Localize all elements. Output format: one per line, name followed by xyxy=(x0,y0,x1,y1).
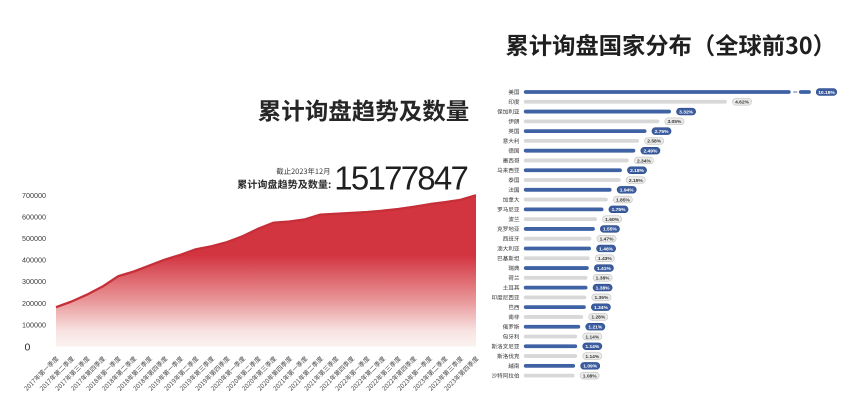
svg-text:1.85%: 1.85% xyxy=(616,197,631,203)
svg-text:1.28%: 1.28% xyxy=(591,315,606,321)
svg-text:1.38%: 1.38% xyxy=(596,276,611,282)
svg-text:1.34%: 1.34% xyxy=(594,305,609,311)
svg-text:10.18%: 10.18% xyxy=(818,90,835,96)
svg-text:1.09%: 1.09% xyxy=(583,364,598,370)
svg-text:200000: 200000 xyxy=(22,299,46,308)
svg-text:1.08%: 1.08% xyxy=(583,373,598,379)
svg-text:1.47%: 1.47% xyxy=(600,237,615,243)
svg-text:500000: 500000 xyxy=(22,234,46,243)
svg-text:2.15%: 2.15% xyxy=(629,178,644,184)
svg-text:1.75%: 1.75% xyxy=(612,207,627,213)
svg-text:1.35%: 1.35% xyxy=(594,295,609,301)
svg-text:1.55%: 1.55% xyxy=(603,227,618,233)
svg-text:1.60%: 1.60% xyxy=(605,217,620,223)
svg-text:0: 0 xyxy=(25,342,31,354)
svg-text:300000: 300000 xyxy=(22,277,46,286)
svg-text:4.62%: 4.62% xyxy=(735,100,750,106)
svg-text:1.43%: 1.43% xyxy=(598,256,613,262)
svg-text:1.14%: 1.14% xyxy=(585,354,600,360)
svg-text:2.58%: 2.58% xyxy=(647,139,662,145)
svg-text:1.14%: 1.14% xyxy=(585,344,600,350)
svg-text:1.14%: 1.14% xyxy=(585,334,600,340)
svg-text:15177847: 15177847 xyxy=(334,160,467,197)
svg-text:2.18%: 2.18% xyxy=(630,168,645,174)
svg-text:2.34%: 2.34% xyxy=(637,158,652,164)
svg-text:700000: 700000 xyxy=(22,191,46,200)
svg-text:3.32%: 3.32% xyxy=(679,109,694,115)
svg-text:1.46%: 1.46% xyxy=(599,246,614,252)
svg-text:400000: 400000 xyxy=(22,256,46,265)
svg-text:2.75%: 2.75% xyxy=(655,129,670,135)
svg-text:3.05%: 3.05% xyxy=(667,119,682,125)
svg-text:1.38%: 1.38% xyxy=(596,285,611,291)
svg-text:1.94%: 1.94% xyxy=(620,188,635,194)
svg-text:2.49%: 2.49% xyxy=(643,149,658,155)
svg-text:1.41%: 1.41% xyxy=(597,266,612,272)
svg-text:100000: 100000 xyxy=(22,321,46,330)
svg-text:1.21%: 1.21% xyxy=(588,325,603,331)
svg-text:600000: 600000 xyxy=(22,212,46,221)
